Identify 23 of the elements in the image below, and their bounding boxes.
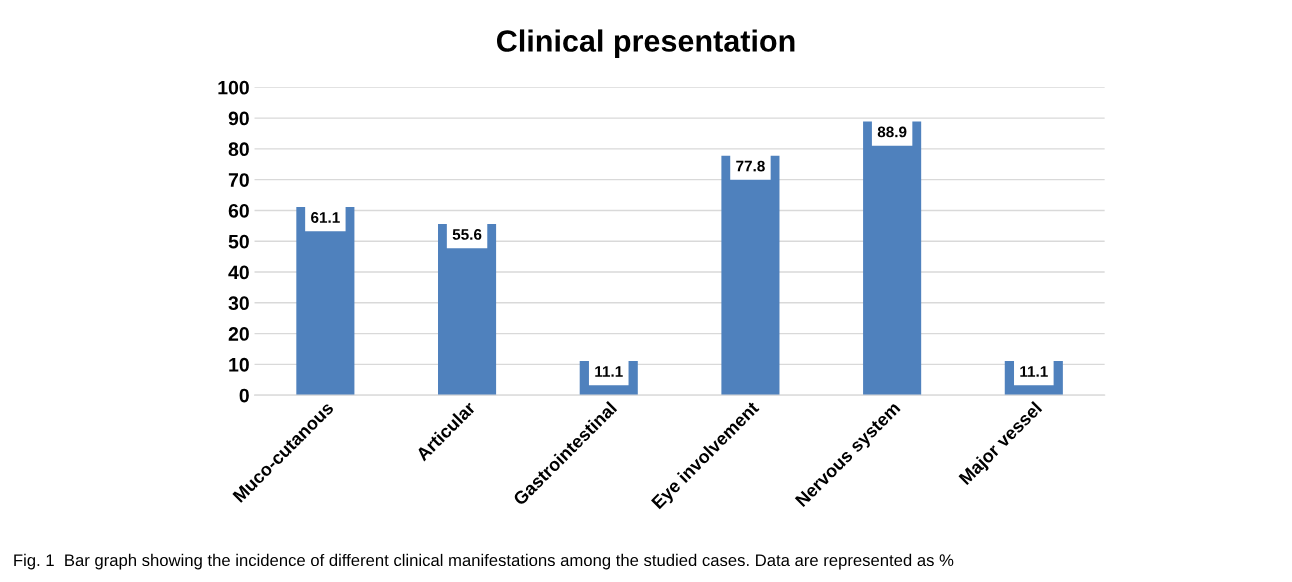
data-label: 55.6 bbox=[452, 229, 482, 240]
data-label: 11.1 bbox=[595, 366, 623, 377]
bar bbox=[438, 224, 497, 396]
y-tick-label: 10 bbox=[229, 357, 249, 372]
data-label: 11.1 bbox=[1020, 366, 1048, 377]
y-tick-label: 30 bbox=[228, 296, 249, 311]
bar bbox=[863, 121, 922, 396]
y-tick-label: 20 bbox=[228, 327, 249, 341]
data-label: 61.1 bbox=[311, 212, 340, 223]
y-tick-label: 70 bbox=[228, 173, 249, 187]
y-tick-label: 0 bbox=[239, 388, 249, 403]
caption: Fig. 1 Bar graph showing the incidence of different clinical manifestations among the studied cases. Data are represented as % bbox=[14, 553, 954, 570]
y-tick-label: 100 bbox=[218, 80, 249, 95]
y-tick-label: 90 bbox=[228, 111, 249, 126]
data-label: 88.9 bbox=[877, 126, 907, 138]
y-tick-label: 40 bbox=[228, 265, 249, 280]
bar bbox=[721, 155, 780, 396]
y-tick-label: 60 bbox=[228, 203, 249, 218]
y-tick-label: 80 bbox=[228, 142, 249, 157]
y-tick-label: 50 bbox=[228, 234, 249, 249]
chart-title: Clinical presentation bbox=[497, 29, 795, 58]
data-label: 77.8 bbox=[736, 160, 765, 172]
bar bbox=[296, 207, 355, 396]
